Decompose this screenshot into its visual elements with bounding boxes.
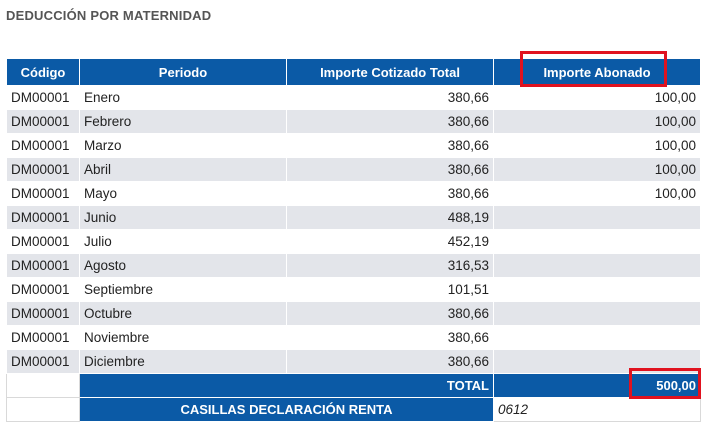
cell-periodo: Mayo <box>79 181 287 206</box>
casillas-value: 0612 <box>493 397 701 422</box>
cell-periodo: Agosto <box>79 253 287 278</box>
total-label: TOTAL <box>79 373 494 398</box>
table-row: DM00001 Diciembre 380,66 <box>6 349 701 374</box>
cell-importe-abonado <box>493 205 701 230</box>
cell-importe-abonado <box>493 229 701 254</box>
cell-periodo: Junio <box>79 205 287 230</box>
cell-importe-abonado: 100,00 <box>493 85 701 110</box>
cell-codigo: DM00001 <box>6 277 80 302</box>
cell-importe-abonado <box>493 277 701 302</box>
cell-importe-cotizado: 380,66 <box>286 109 494 134</box>
header-importe-cotizado: Importe Cotizado Total <box>286 58 494 86</box>
cell-importe-cotizado: 380,66 <box>286 301 494 326</box>
cell-codigo: DM00001 <box>6 253 80 278</box>
header-periodo: Periodo <box>79 58 287 86</box>
cell-importe-abonado <box>493 325 701 350</box>
cell-codigo: DM00001 <box>6 325 80 350</box>
cell-periodo: Julio <box>79 229 287 254</box>
cell-importe-cotizado: 316,53 <box>286 253 494 278</box>
casillas-blank-cell <box>6 397 80 422</box>
cell-importe-cotizado: 380,66 <box>286 85 494 110</box>
total-blank-cell <box>6 373 80 398</box>
total-value: 500,00 <box>493 373 701 398</box>
cell-importe-abonado: 100,00 <box>493 109 701 134</box>
table-row: DM00001 Mayo 380,66 100,00 <box>6 181 701 206</box>
table-header-row: Código Periodo Importe Cotizado Total Im… <box>6 58 701 86</box>
table-row: DM00001 Julio 452,19 <box>6 229 701 254</box>
cell-codigo: DM00001 <box>6 349 80 374</box>
table-row: DM00001 Agosto 316,53 <box>6 253 701 278</box>
header-importe-abonado: Importe Abonado <box>493 58 701 86</box>
cell-periodo: Abril <box>79 157 287 182</box>
cell-importe-abonado: 100,00 <box>493 181 701 206</box>
casillas-label: CASILLAS DECLARACIÓN RENTA <box>79 397 494 422</box>
table-row: DM00001 Septiembre 101,51 <box>6 277 701 302</box>
cell-periodo: Septiembre <box>79 277 287 302</box>
cell-periodo: Diciembre <box>79 349 287 374</box>
cell-importe-cotizado: 452,19 <box>286 229 494 254</box>
cell-codigo: DM00001 <box>6 205 80 230</box>
cell-periodo: Noviembre <box>79 325 287 350</box>
cell-codigo: DM00001 <box>6 133 80 158</box>
cell-importe-cotizado: 380,66 <box>286 325 494 350</box>
cell-codigo: DM00001 <box>6 181 80 206</box>
cell-importe-abonado <box>493 349 701 374</box>
table-row: DM00001 Abril 380,66 100,00 <box>6 157 701 182</box>
cell-importe-cotizado: 380,66 <box>286 133 494 158</box>
table-body: DM00001 Enero 380,66 100,00 DM00001 Febrero 38… <box>6 85 701 374</box>
table-row: DM00001 Octubre 380,66 <box>6 301 701 326</box>
cell-periodo: Octubre <box>79 301 287 326</box>
cell-codigo: DM00001 <box>6 301 80 326</box>
cell-codigo: DM00001 <box>6 229 80 254</box>
maternity-deduction-table: Código Periodo Importe Cotizado Total Im… <box>6 58 701 422</box>
cell-codigo: DM00001 <box>6 109 80 134</box>
table-row: DM00001 Noviembre 380,66 <box>6 325 701 350</box>
cell-importe-cotizado: 380,66 <box>286 181 494 206</box>
table-row: DM00001 Junio 488,19 <box>6 205 701 230</box>
cell-importe-abonado <box>493 253 701 278</box>
cell-periodo: Enero <box>79 85 287 110</box>
cell-importe-cotizado: 101,51 <box>286 277 494 302</box>
total-row: TOTAL 500,00 <box>6 373 701 398</box>
cell-importe-abonado: 100,00 <box>493 133 701 158</box>
cell-importe-abonado <box>493 301 701 326</box>
table-row: DM00001 Marzo 380,66 100,00 <box>6 133 701 158</box>
cell-codigo: DM00001 <box>6 157 80 182</box>
table-row: DM00001 Febrero 380,66 100,00 <box>6 109 701 134</box>
table-row: DM00001 Enero 380,66 100,00 <box>6 85 701 110</box>
cell-importe-cotizado: 380,66 <box>286 157 494 182</box>
cell-importe-cotizado: 488,19 <box>286 205 494 230</box>
cell-importe-cotizado: 380,66 <box>286 349 494 374</box>
cell-importe-abonado: 100,00 <box>493 157 701 182</box>
cell-codigo: DM00001 <box>6 85 80 110</box>
page-title: DEDUCCIÓN POR MATERNIDAD <box>6 8 212 23</box>
casillas-row: CASILLAS DECLARACIÓN RENTA 0612 <box>6 397 701 422</box>
cell-periodo: Febrero <box>79 109 287 134</box>
header-codigo: Código <box>6 58 80 86</box>
cell-periodo: Marzo <box>79 133 287 158</box>
